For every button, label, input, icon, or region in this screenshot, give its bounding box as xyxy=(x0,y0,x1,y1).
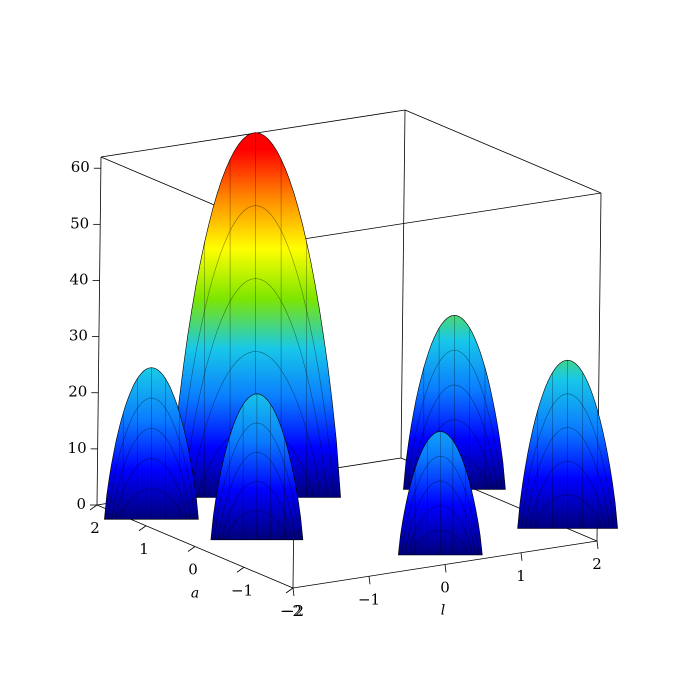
mesh-line xyxy=(533,494,602,529)
y-tick xyxy=(187,546,196,552)
x-tick xyxy=(368,576,371,585)
peak-group xyxy=(104,367,199,520)
mesh-line xyxy=(407,349,502,490)
z-tick-label: 60 xyxy=(71,158,90,176)
x-tick-label: 2 xyxy=(592,555,602,573)
x-axis-title: l xyxy=(441,603,445,619)
mesh-line xyxy=(521,393,614,529)
y-tick-label: −1 xyxy=(231,581,253,599)
box-edge xyxy=(96,156,102,506)
box-edge xyxy=(400,109,406,459)
mesh-line xyxy=(107,397,195,520)
y-tick-label: 1 xyxy=(139,540,149,558)
mesh-line xyxy=(177,205,335,498)
box-edge xyxy=(404,109,602,194)
mesh-line xyxy=(111,427,192,520)
mesh-line xyxy=(404,480,476,556)
mesh-line xyxy=(529,460,606,529)
y-tick xyxy=(89,504,98,511)
mesh-line xyxy=(411,529,470,556)
mesh-line xyxy=(119,488,184,520)
x-tick-label: 0 xyxy=(440,579,450,597)
z-tick-label: 30 xyxy=(69,327,88,345)
surface-peak xyxy=(170,132,341,498)
mesh-line xyxy=(525,427,610,529)
surface xyxy=(104,132,618,556)
y-tick xyxy=(285,587,294,594)
mesh-line xyxy=(225,510,289,540)
y-tick xyxy=(138,525,147,532)
mesh-line xyxy=(411,384,498,490)
x-tick-label: −1 xyxy=(358,590,380,608)
mesh-line xyxy=(190,351,321,498)
mesh-line xyxy=(183,278,328,498)
z-tick-label: 10 xyxy=(68,439,87,457)
mesh-line xyxy=(408,505,473,556)
x-tick xyxy=(444,564,447,573)
peak-group xyxy=(170,132,341,498)
y-axis-title: a xyxy=(191,586,199,602)
mesh-line xyxy=(221,481,293,540)
y-tick-label: −2 xyxy=(280,602,302,620)
mesh-line xyxy=(218,451,296,540)
surface-peak xyxy=(210,393,304,541)
peak-group xyxy=(397,431,483,556)
z-tick-label: 50 xyxy=(70,214,89,232)
z-tick-label: 0 xyxy=(76,495,86,513)
x-tick xyxy=(292,587,295,597)
y-tick-label: 2 xyxy=(90,519,100,537)
surface-peak xyxy=(517,359,618,529)
z-tick-label: 20 xyxy=(68,383,87,401)
y-tick-label: 0 xyxy=(188,561,198,579)
mesh-line xyxy=(401,455,480,556)
z-tick-label: 40 xyxy=(69,270,88,288)
y-tick xyxy=(236,566,245,573)
mesh-line xyxy=(214,422,300,540)
mesh-line xyxy=(115,458,188,520)
surface-peak xyxy=(397,431,483,556)
x-tick-label: −2 xyxy=(282,602,304,620)
surface-peak xyxy=(104,367,199,520)
x-tick xyxy=(520,552,523,561)
x-tick xyxy=(596,540,599,550)
peak-group xyxy=(517,359,618,529)
x-tick-label: 1 xyxy=(516,567,526,585)
peak-group xyxy=(210,393,304,541)
box-edge xyxy=(296,192,602,241)
